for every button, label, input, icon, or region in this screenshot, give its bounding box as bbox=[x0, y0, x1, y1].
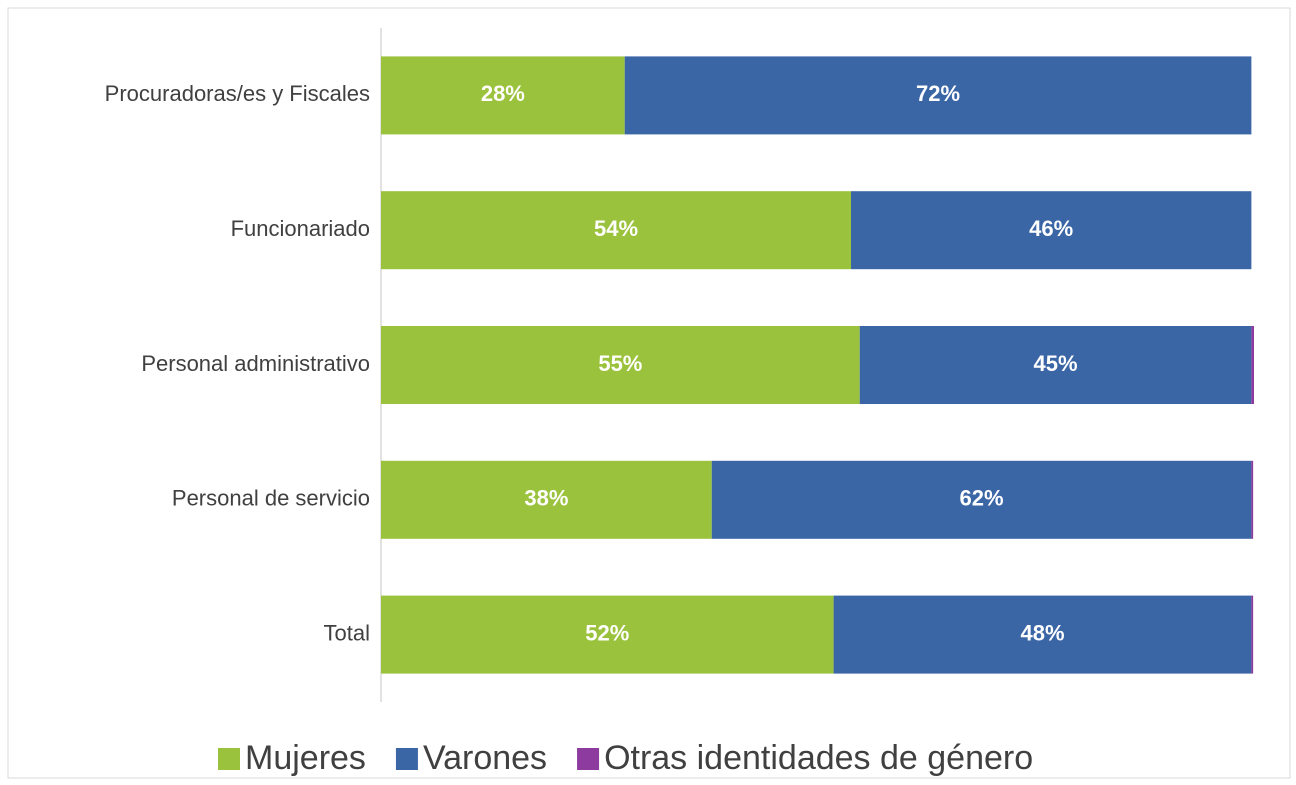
legend-swatch bbox=[577, 748, 600, 770]
legend-swatch bbox=[395, 748, 418, 770]
bar-segment bbox=[381, 460, 712, 539]
bar-segment bbox=[381, 56, 625, 135]
bar-segment bbox=[1251, 595, 1254, 674]
data-label: 62% bbox=[960, 486, 1004, 511]
data-label: 54% bbox=[594, 216, 638, 241]
legend-label: Varones bbox=[423, 739, 547, 777]
bar-segment bbox=[624, 56, 1252, 135]
category-label: Procuradoras/es y Fiscales bbox=[105, 81, 370, 106]
category-label: Personal de servicio bbox=[172, 486, 370, 511]
bar-segment bbox=[381, 191, 852, 270]
bar-segment bbox=[381, 595, 834, 674]
data-label: 45% bbox=[1034, 351, 1078, 376]
data-label: 46% bbox=[1029, 216, 1073, 241]
bar-segment bbox=[851, 191, 1252, 270]
category-label: Funcionariado bbox=[231, 216, 370, 241]
data-label: 28% bbox=[481, 81, 525, 106]
data-label: 48% bbox=[1020, 620, 1064, 645]
legend-label: Otras identidades de género bbox=[604, 739, 1033, 777]
data-label: 55% bbox=[598, 351, 642, 376]
bar-segment bbox=[859, 326, 1252, 404]
data-label: 38% bbox=[524, 486, 568, 511]
category-label: Total bbox=[324, 620, 370, 645]
bar-segment bbox=[381, 326, 860, 404]
bar-segment bbox=[711, 460, 1252, 539]
bar-segment bbox=[1251, 326, 1254, 404]
legend-swatch bbox=[218, 748, 240, 770]
data-label: 72% bbox=[916, 81, 960, 106]
data-label: 52% bbox=[585, 620, 629, 645]
legend-label: Mujeres bbox=[245, 739, 366, 777]
bar-segment bbox=[1251, 460, 1254, 539]
bar-segment bbox=[833, 595, 1252, 674]
category-label: Personal administrativo bbox=[141, 351, 370, 376]
